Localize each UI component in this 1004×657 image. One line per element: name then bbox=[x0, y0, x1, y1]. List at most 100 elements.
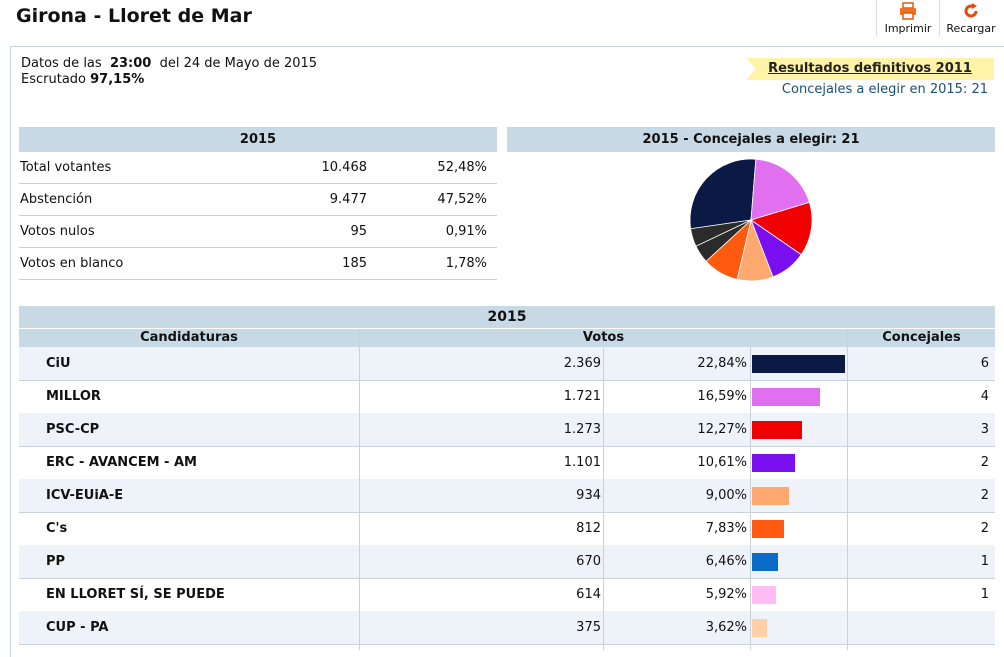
summary-row: Votos nulos 95 0,91% bbox=[19, 216, 497, 248]
party-votes: 934 bbox=[576, 488, 601, 503]
party-vote-bar bbox=[752, 421, 802, 439]
pie-slice bbox=[750, 158, 810, 221]
summary-header: 2015 bbox=[19, 127, 497, 152]
col-votos: Votos bbox=[360, 329, 847, 347]
pie-slice bbox=[750, 201, 813, 256]
summary-pct: 47,52% bbox=[437, 192, 487, 207]
party-row: MILLOR 1.721 16,59% 4 bbox=[19, 380, 995, 414]
party-pct: 12,27% bbox=[697, 422, 747, 437]
party-pct: 5,92% bbox=[705, 587, 747, 602]
print-label: Imprimir bbox=[884, 22, 932, 35]
party-vote-bar bbox=[752, 520, 784, 538]
col-divider bbox=[847, 329, 848, 650]
party-pct: 16,59% bbox=[697, 389, 747, 404]
party-pct: 22,84% bbox=[697, 356, 747, 371]
party-name: MILLOR bbox=[46, 389, 101, 404]
seats-pie-chart bbox=[689, 158, 813, 282]
data-date: del 24 de Mayo de 2015 bbox=[159, 56, 318, 71]
party-votes: 812 bbox=[576, 521, 601, 536]
summary-row: Total votantes 10.468 52,48% bbox=[19, 152, 497, 184]
col-divider bbox=[603, 347, 604, 650]
party-vote-bar bbox=[752, 355, 845, 373]
party-row: ICV-EUiA-E 934 9,00% 2 bbox=[19, 479, 995, 513]
summary-label: Total votantes bbox=[20, 160, 112, 175]
party-votes: 2.369 bbox=[563, 356, 601, 371]
party-votes: 614 bbox=[576, 587, 601, 602]
party-votes: 670 bbox=[576, 554, 601, 569]
scrutiny-value: 97,15% bbox=[90, 72, 145, 87]
party-votes: 1.721 bbox=[563, 389, 601, 404]
summary-count: 185 bbox=[342, 256, 367, 271]
party-votes: 1.101 bbox=[563, 455, 601, 470]
data-time: 23:00 bbox=[109, 56, 152, 71]
party-row: CUP - PA 375 3,62% bbox=[19, 611, 995, 645]
party-pct: 7,83% bbox=[705, 521, 747, 536]
data-prefix: Datos de las bbox=[21, 56, 102, 71]
party-seats: 1 bbox=[980, 587, 989, 602]
party-row: EN LLORET SÍ, SE PUEDE 614 5,92% 1 bbox=[19, 578, 995, 612]
party-name: PSC-CP bbox=[46, 422, 100, 437]
col-divider bbox=[750, 347, 751, 650]
party-name: ICV-EUiA-E bbox=[46, 488, 124, 503]
summary-count: 9.477 bbox=[329, 192, 367, 207]
party-pct: 3,62% bbox=[705, 620, 747, 635]
printer-icon bbox=[900, 2, 916, 20]
party-seats: 6 bbox=[980, 356, 989, 371]
party-seats: 4 bbox=[980, 389, 989, 404]
summary-row: Abstención 9.477 47,52% bbox=[19, 184, 497, 216]
party-pct: 6,46% bbox=[705, 554, 747, 569]
results-2011-label: Resultados definitivos 2011 bbox=[768, 61, 972, 76]
party-votes: 375 bbox=[576, 620, 601, 635]
reload-button[interactable]: Recargar bbox=[940, 0, 1002, 36]
party-vote-bar bbox=[752, 586, 776, 604]
summary-label: Abstención bbox=[20, 192, 93, 207]
col-concejales: Concejales bbox=[848, 329, 995, 347]
party-name: CiU bbox=[46, 356, 71, 371]
councillors-to-elect: Concejales a elegir en 2015: 21 bbox=[781, 82, 988, 97]
party-pct: 10,61% bbox=[697, 455, 747, 470]
party-seats: 1 bbox=[980, 554, 989, 569]
summary-label: Votos en blanco bbox=[20, 256, 124, 271]
summary-pct: 1,78% bbox=[445, 256, 487, 271]
party-vote-bar bbox=[752, 619, 767, 637]
party-row: PP 670 6,46% 1 bbox=[19, 545, 995, 579]
party-vote-bar bbox=[752, 388, 820, 406]
summary-pct: 0,91% bbox=[445, 224, 487, 239]
summary-row: Votos en blanco 185 1,78% bbox=[19, 248, 497, 280]
party-seats: 2 bbox=[980, 488, 989, 503]
pie-slice bbox=[690, 219, 752, 247]
party-votes: 1.273 bbox=[563, 422, 601, 437]
party-row: ERC - AVANCEM - AM 1.101 10,61% 2 bbox=[19, 446, 995, 480]
party-pct: 9,00% bbox=[705, 488, 747, 503]
pie-slice bbox=[689, 158, 757, 230]
party-vote-bar bbox=[752, 454, 795, 472]
summary-pct: 52,48% bbox=[437, 160, 487, 175]
party-row: PSC-CP 1.273 12,27% 3 bbox=[19, 413, 995, 447]
party-name: C's bbox=[46, 521, 68, 536]
data-info: Datos de las 23:00 del 24 de Mayo de 201… bbox=[21, 56, 317, 88]
party-seats: 3 bbox=[980, 422, 989, 437]
parties-header: 2015 bbox=[19, 306, 995, 328]
party-vote-bar bbox=[752, 553, 778, 571]
summary-count: 10.468 bbox=[321, 160, 368, 175]
page-title: Girona - Lloret de Mar bbox=[16, 5, 252, 27]
reload-label: Recargar bbox=[946, 22, 996, 35]
party-seats: 2 bbox=[980, 521, 989, 536]
scrutiny-label: Escrutado bbox=[21, 72, 86, 87]
summary-label: Votos nulos bbox=[20, 224, 95, 239]
party-row: CiU 2.369 22,84% 6 bbox=[19, 347, 995, 381]
party-name: CUP - PA bbox=[46, 620, 109, 635]
print-button[interactable]: Imprimir bbox=[876, 0, 940, 36]
party-name: ERC - AVANCEM - AM bbox=[46, 455, 197, 470]
summary-count: 95 bbox=[350, 224, 367, 239]
ribbon-shape bbox=[746, 58, 994, 80]
party-name: PP bbox=[46, 554, 66, 569]
party-name: EN LLORET SÍ, SE PUEDE bbox=[46, 587, 225, 602]
results-2011-link[interactable]: Resultados definitivos 2011 bbox=[746, 58, 994, 80]
reload-icon bbox=[964, 3, 978, 18]
pie-header: 2015 - Concejales a elegir: 21 bbox=[507, 127, 995, 152]
party-vote-bar bbox=[752, 487, 789, 505]
party-seats: 2 bbox=[980, 455, 989, 470]
col-divider bbox=[359, 329, 360, 650]
col-candidaturas: Candidaturas bbox=[19, 329, 359, 347]
